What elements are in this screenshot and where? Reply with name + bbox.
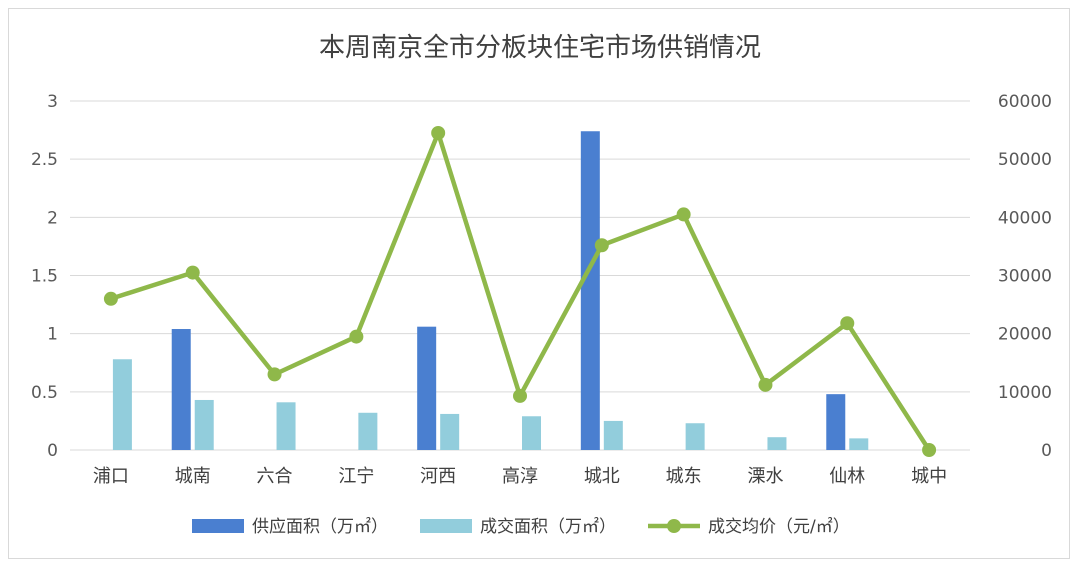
right-tick-label: 60000	[998, 92, 1052, 112]
supply-bar	[171, 329, 191, 450]
category-label: 河西	[420, 466, 456, 487]
left-tick-label: 2	[47, 208, 58, 228]
deal-bar	[194, 399, 214, 450]
price-line	[103, 125, 937, 457]
category-label: 高淳	[502, 466, 538, 487]
price-point	[922, 443, 937, 457]
right-tick-label: 20000	[998, 325, 1052, 345]
category-label: 城中	[911, 466, 947, 487]
price-point	[513, 388, 527, 403]
price-point	[594, 238, 609, 253]
price-point	[267, 367, 282, 382]
chart-title: 本周南京全市分板块住宅市场供销情况	[319, 33, 761, 63]
legend-deal-price-marker	[667, 519, 681, 533]
price-point	[349, 329, 364, 344]
category-label: 仙林	[829, 466, 865, 487]
left-tick-label: 1	[47, 325, 58, 345]
deal-bar	[358, 412, 378, 450]
legend-deal-area-label: 成交面积（万㎡）	[480, 517, 616, 537]
gridlines	[70, 100, 970, 451]
left-axis-ticks: 0 0.5 1 1.5 2 2.5 3	[31, 92, 58, 461]
deal-bar	[603, 420, 623, 450]
category-label: 浦口	[93, 466, 129, 487]
category-label: 城东	[666, 466, 702, 487]
left-tick-label: 2.5	[31, 150, 58, 170]
price-point	[431, 125, 446, 140]
left-tick-label: 3	[47, 92, 58, 112]
category-label: 城北	[584, 466, 620, 487]
price-point	[840, 316, 855, 331]
category-label: 城南	[175, 466, 211, 487]
legend-supply-label: 供应面积（万㎡）	[252, 517, 388, 537]
price-point	[758, 377, 773, 392]
left-tick-label: 1.5	[31, 267, 58, 287]
category-label: 溧水	[747, 466, 783, 487]
category-label: 六合	[257, 466, 293, 487]
supply-bar	[826, 394, 846, 450]
deal-bar	[767, 437, 787, 450]
deal-bar	[276, 402, 296, 450]
right-tick-label: 30000	[998, 267, 1052, 287]
right-tick-label: 10000	[998, 383, 1052, 403]
category-label: 江宁	[338, 466, 374, 487]
legend-deal-area-swatch	[420, 519, 472, 533]
deal-bar	[522, 416, 541, 450]
legend: 供应面积（万㎡） 成交面积（万㎡） 成交均价（元/㎡）	[192, 517, 850, 537]
chart-frame	[8, 8, 1070, 559]
deal-bar	[685, 423, 705, 450]
deal-bar	[112, 359, 132, 450]
category-labels: 浦口 城南 六合 江宁 河西 高淳 城北 城东 溧水 仙林 城中	[93, 466, 947, 487]
deal-bar	[440, 413, 460, 450]
supply-bar	[417, 326, 437, 450]
right-axis-ticks: 0 10000 20000 30000 40000 50000 60000	[998, 92, 1052, 461]
right-tick-label: 0	[1041, 441, 1052, 461]
supply-bar	[580, 131, 600, 450]
bars	[112, 131, 869, 450]
left-tick-label: 0	[47, 441, 58, 461]
legend-supply-swatch	[192, 519, 244, 533]
left-tick-label: 0.5	[31, 383, 58, 403]
price-point	[185, 265, 200, 280]
right-tick-label: 50000	[998, 150, 1052, 170]
legend-deal-price-label: 成交均价（元/㎡）	[708, 517, 850, 537]
right-tick-label: 40000	[998, 208, 1052, 228]
deal-bar	[849, 438, 869, 450]
price-point	[103, 291, 118, 306]
price-point	[676, 207, 691, 222]
